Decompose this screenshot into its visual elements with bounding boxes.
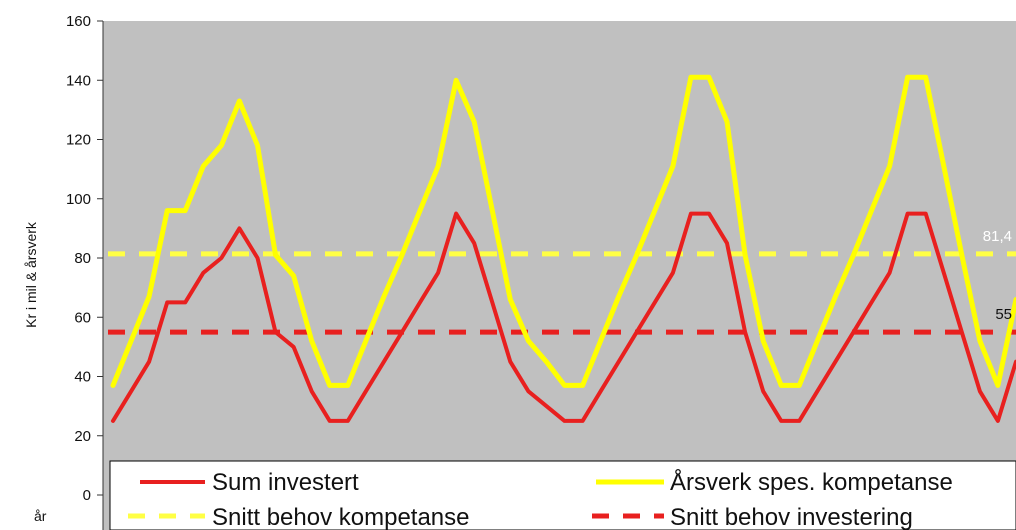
y-tick-label: 60 bbox=[74, 309, 91, 326]
y-tick-label: 100 bbox=[66, 191, 91, 208]
y-tick-label: 160 bbox=[66, 13, 91, 30]
y-tick-label: 120 bbox=[66, 132, 91, 149]
y-tick-label: 20 bbox=[74, 428, 91, 445]
series-line-0 bbox=[111, 211, 1016, 423]
legend-label-snitt-kompetanse: Snitt behov kompetanse bbox=[212, 504, 470, 530]
legend-label-arsverk: Årsverk spes. kompetanse bbox=[670, 468, 953, 496]
reference-line-labels: 81,4 55 bbox=[983, 228, 1012, 323]
legend-box bbox=[109, 460, 1016, 530]
reference-line-label-2: 81,4 bbox=[983, 228, 1012, 245]
legend-label-sum-investert: Sum investert bbox=[212, 469, 359, 496]
y-tick-label: 40 bbox=[74, 369, 91, 386]
series-line-1 bbox=[110, 74, 1016, 388]
y-tick-label: 80 bbox=[74, 250, 91, 267]
legend-label-snitt-investering: Snitt behov investering bbox=[670, 504, 913, 530]
y-axis-ticks bbox=[97, 20, 103, 496]
y-tick-label: 0 bbox=[83, 487, 91, 504]
y-axis-tick-labels: 0 20 40 60 80 100 120 140 160 bbox=[66, 13, 91, 504]
x-axis-title: år bbox=[34, 508, 47, 524]
reference-line-label-3: 55 bbox=[995, 306, 1012, 323]
y-axis-title: Kr i mil & årsverk bbox=[23, 221, 39, 328]
y-tick-label: 140 bbox=[66, 72, 91, 89]
plot-area bbox=[103, 21, 1016, 530]
series-layer bbox=[108, 74, 1016, 423]
legend: Sum investert Årsverk spes. kompetanse S… bbox=[109, 460, 1016, 530]
